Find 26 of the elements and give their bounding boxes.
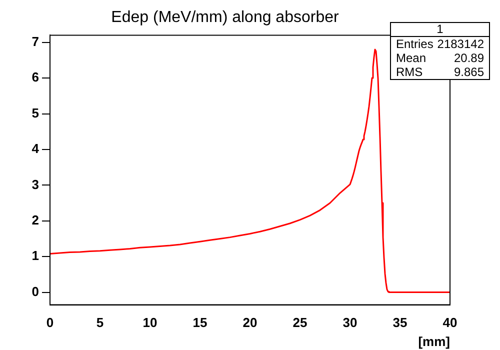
y-tick-label: 2 — [32, 212, 39, 228]
annotation: 2183142 — [437, 37, 484, 51]
annotation: 1 — [391, 22, 489, 37]
text: 9.865 — [454, 65, 484, 79]
x-axis-title: [mm] — [418, 334, 450, 349]
x-tick-label: 5 — [96, 315, 104, 330]
x-tick-label: 30 — [342, 315, 358, 330]
y-tick-label: 3 — [32, 176, 39, 192]
y-tick-label: 6 — [32, 70, 39, 85]
annotation: RMS — [396, 65, 423, 79]
x-tick-label: 10 — [142, 315, 158, 330]
y-tick-label: 1 — [32, 248, 39, 264]
chart-title: Edep (MeV/mm) along absorber — [111, 9, 340, 26]
x-tick-label: 20 — [242, 315, 258, 330]
y-tick-label: 0 — [32, 284, 39, 299]
x-tick-label: 25 — [292, 315, 308, 330]
annotation: Entries — [396, 37, 434, 51]
y-tick-label: 5 — [32, 105, 39, 120]
x-tick-label: 0 — [46, 315, 54, 330]
y-tick-label: 4 — [32, 141, 40, 156]
y-tick-label: 7 — [32, 34, 39, 49]
x-tick-label: 35 — [392, 315, 408, 330]
x-tick-label: 40 — [442, 315, 458, 330]
text: 20.89 — [454, 51, 484, 65]
x-tick-label: 15 — [192, 315, 208, 330]
annotation: Mean — [396, 51, 426, 65]
